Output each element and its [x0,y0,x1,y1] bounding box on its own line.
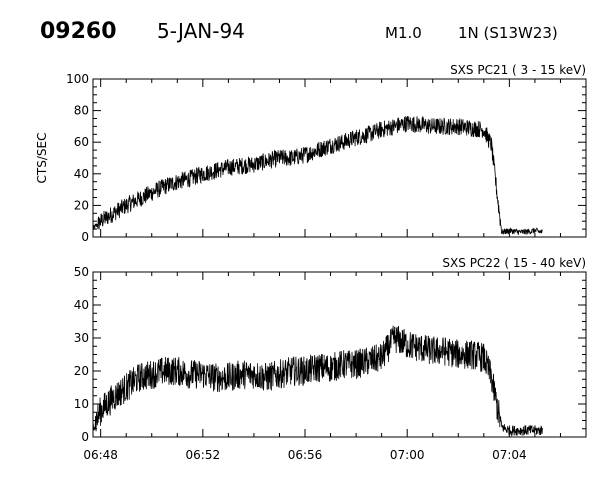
x-tick-label: 06:52 [186,448,221,462]
flare-class: M1.0 [385,24,422,42]
y-tick-label: 80 [74,104,89,118]
y-axis-label: CTS/SEC [35,133,49,184]
y-tick-label: 0 [81,430,89,444]
y-tick-label: 20 [74,198,89,212]
event-number: 09260 [40,19,117,44]
x-tick-label: 06:48 [83,448,118,462]
y-tick-label: 40 [74,298,89,312]
plot-frame [92,78,587,238]
x-tick-label: 07:04 [492,448,527,462]
panel-title: SXS PC22 ( 15 - 40 keV) [442,256,586,270]
y-tick-label: 20 [74,364,89,378]
count-rate-series [92,325,543,437]
panel-title: SXS PC21 ( 3 - 15 keV) [450,63,586,77]
y-tick-label: 50 [74,265,89,279]
y-tick-label: 60 [74,135,89,149]
count-rate-series [92,115,543,235]
y-tick-label: 0 [81,230,89,244]
y-tick-label: 40 [74,167,89,181]
panel-pc21: 0 20 40 60 80 100 SXS PC21 ( 3 - 15 keV) CTS/SE… [35,63,587,244]
x-tick-label: 07:00 [390,448,425,462]
observation-date: 5-JAN-94 [157,19,245,43]
y-tick-label: 100 [66,72,89,86]
panel-pc22: 0 10 20 30 40 50 06:48 06:52 06:56 07:00 07:04 SXS … [74,256,587,462]
y-tick-label: 10 [74,397,89,411]
y-tick-label: 30 [74,331,89,345]
x-tick-label: 06:56 [288,448,323,462]
flare-position: 1N (S13W23) [458,24,558,42]
